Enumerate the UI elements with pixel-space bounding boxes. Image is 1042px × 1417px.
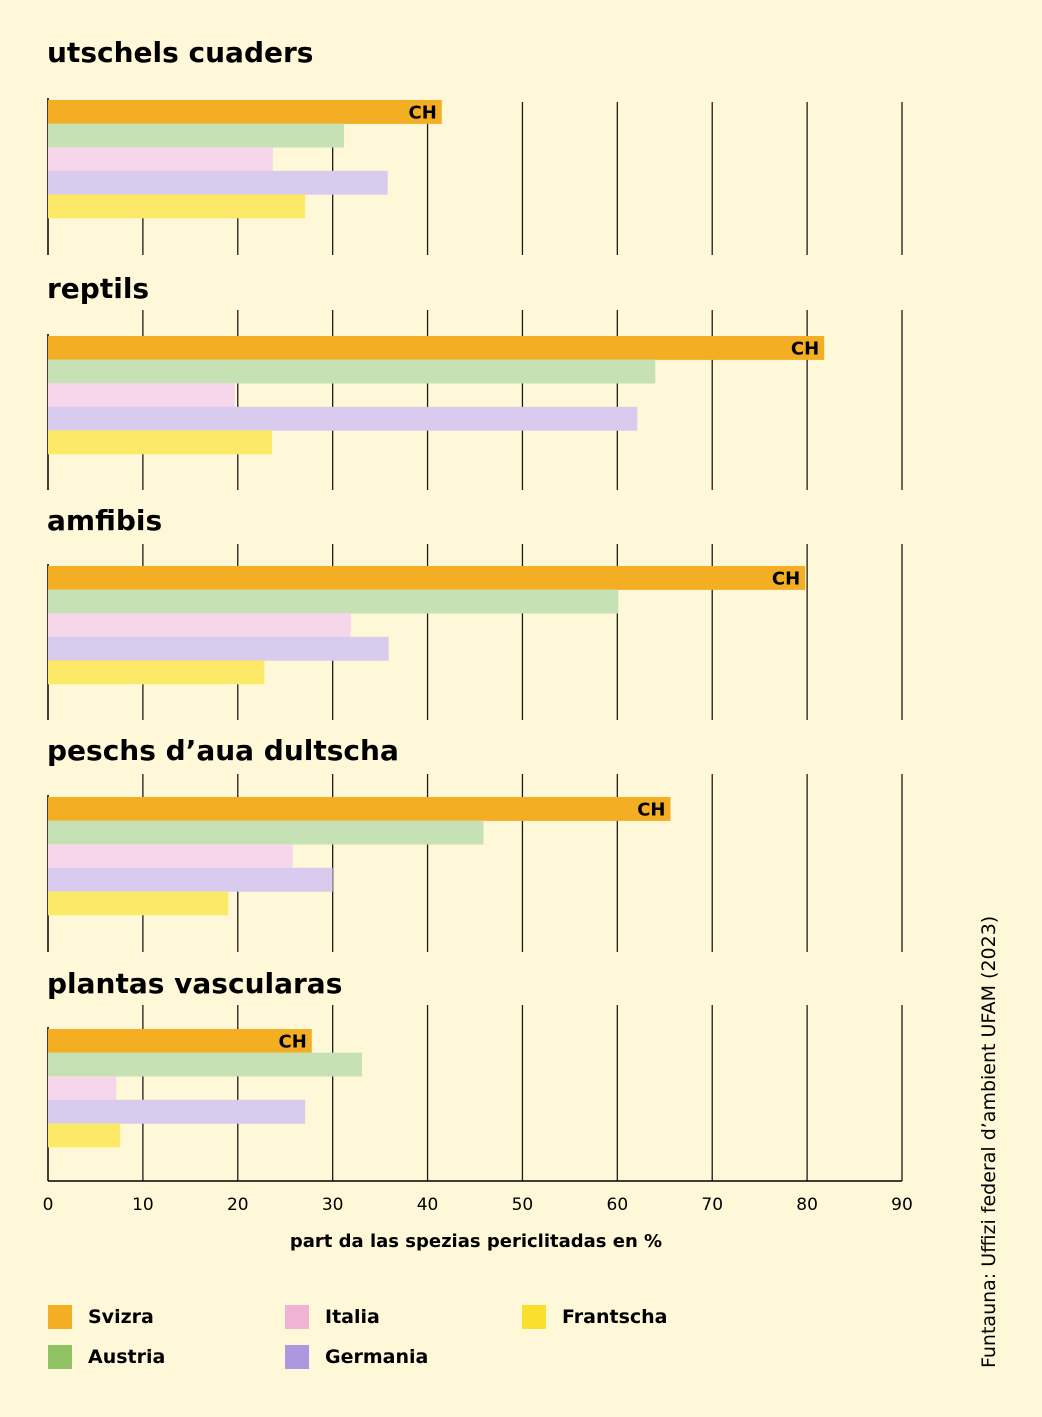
bar-frantscha: [48, 1123, 121, 1148]
bar-germania: [48, 636, 389, 661]
legend-label: Austria: [88, 1346, 166, 1368]
legend: Svizra Italia Frantscha Austria Germania: [48, 1305, 768, 1369]
bar-italia: [48, 147, 273, 172]
bar-germania: [48, 406, 638, 431]
bar-group: utschels cuaders CH: [47, 36, 442, 219]
x-tick-label: 70: [701, 1195, 723, 1215]
bar-group: peschs d’aua dultscha CH: [47, 734, 671, 916]
bar-highlight-label: CH: [772, 568, 800, 589]
bar-germania: [48, 1099, 306, 1124]
x-tick-label: 30: [322, 1195, 344, 1215]
bar-svizra: [48, 797, 671, 821]
bar-austria: [48, 123, 345, 148]
legend-label: Germania: [325, 1346, 429, 1368]
bar-svizra: [48, 1029, 312, 1053]
bar-austria: [48, 359, 656, 384]
legend-item-austria: Austria: [48, 1345, 285, 1369]
legend-item-frantscha: Frantscha: [522, 1305, 759, 1329]
bar-svizra: [48, 336, 825, 360]
x-tick-label: 80: [796, 1195, 818, 1215]
x-tick-label: 20: [227, 1195, 249, 1215]
source-note: Funtauna: Uffizi federal d’ambient UFAM …: [978, 916, 1000, 1368]
bar-italia: [48, 844, 293, 869]
bar-group: reptils CH: [47, 272, 825, 455]
group-title: utschels cuaders: [47, 36, 313, 69]
legend-label: Frantscha: [562, 1306, 668, 1328]
chart-groups: utschels cuadersCHreptilsCHamfibisCHpesc…: [47, 36, 825, 1148]
bar-germania: [48, 867, 333, 892]
x-tick-label: 10: [132, 1195, 154, 1215]
legend-label: Italia: [325, 1306, 380, 1328]
x-tick-label: 50: [512, 1195, 534, 1215]
legend-swatch: [48, 1305, 72, 1329]
bar-frantscha: [48, 891, 229, 916]
bar-group: plantas vascularas CH: [47, 967, 363, 1148]
x-tick-label: 60: [607, 1195, 629, 1215]
bar-svizra: [48, 100, 442, 124]
legend-swatch: [285, 1305, 309, 1329]
group-title: peschs d’aua dultscha: [47, 734, 399, 767]
legend-item-svizra: Svizra: [48, 1305, 285, 1329]
legend-swatch: [48, 1345, 72, 1369]
group-title: reptils: [47, 272, 149, 305]
bar-frantscha: [48, 194, 306, 219]
bar-austria: [48, 820, 484, 845]
x-axis-ticks: 0 10 20 30 40 50 60 70 80 90: [43, 1195, 913, 1215]
x-tick-label: 0: [43, 1195, 54, 1215]
bar-highlight-label: CH: [279, 1031, 307, 1052]
bar-group: amfibis CH: [47, 504, 806, 685]
bar-italia: [48, 1076, 117, 1101]
bar-svizra: [48, 566, 806, 590]
bar-highlight-label: CH: [409, 102, 437, 123]
bar-germania: [48, 170, 388, 195]
bar-italia: [48, 383, 235, 408]
bar-frantscha: [48, 660, 265, 685]
bar-austria: [48, 589, 619, 614]
legend-item-italia: Italia: [285, 1305, 522, 1329]
legend-swatch: [285, 1345, 309, 1369]
legend-item-germania: Germania: [285, 1345, 522, 1369]
bar-austria: [48, 1052, 363, 1077]
x-tick-label: 40: [417, 1195, 439, 1215]
x-axis-title: part da las spezias periclitadas en %: [290, 1231, 662, 1252]
x-tick-label: 90: [891, 1195, 913, 1215]
bar-frantscha: [48, 430, 272, 455]
bar-italia: [48, 613, 351, 638]
group-title: plantas vascularas: [47, 967, 342, 1000]
legend-label: Svizra: [88, 1306, 154, 1328]
group-title: amfibis: [47, 504, 162, 537]
bar-highlight-label: CH: [791, 338, 819, 359]
legend-swatch: [522, 1305, 546, 1329]
bar-highlight-label: CH: [637, 799, 665, 820]
